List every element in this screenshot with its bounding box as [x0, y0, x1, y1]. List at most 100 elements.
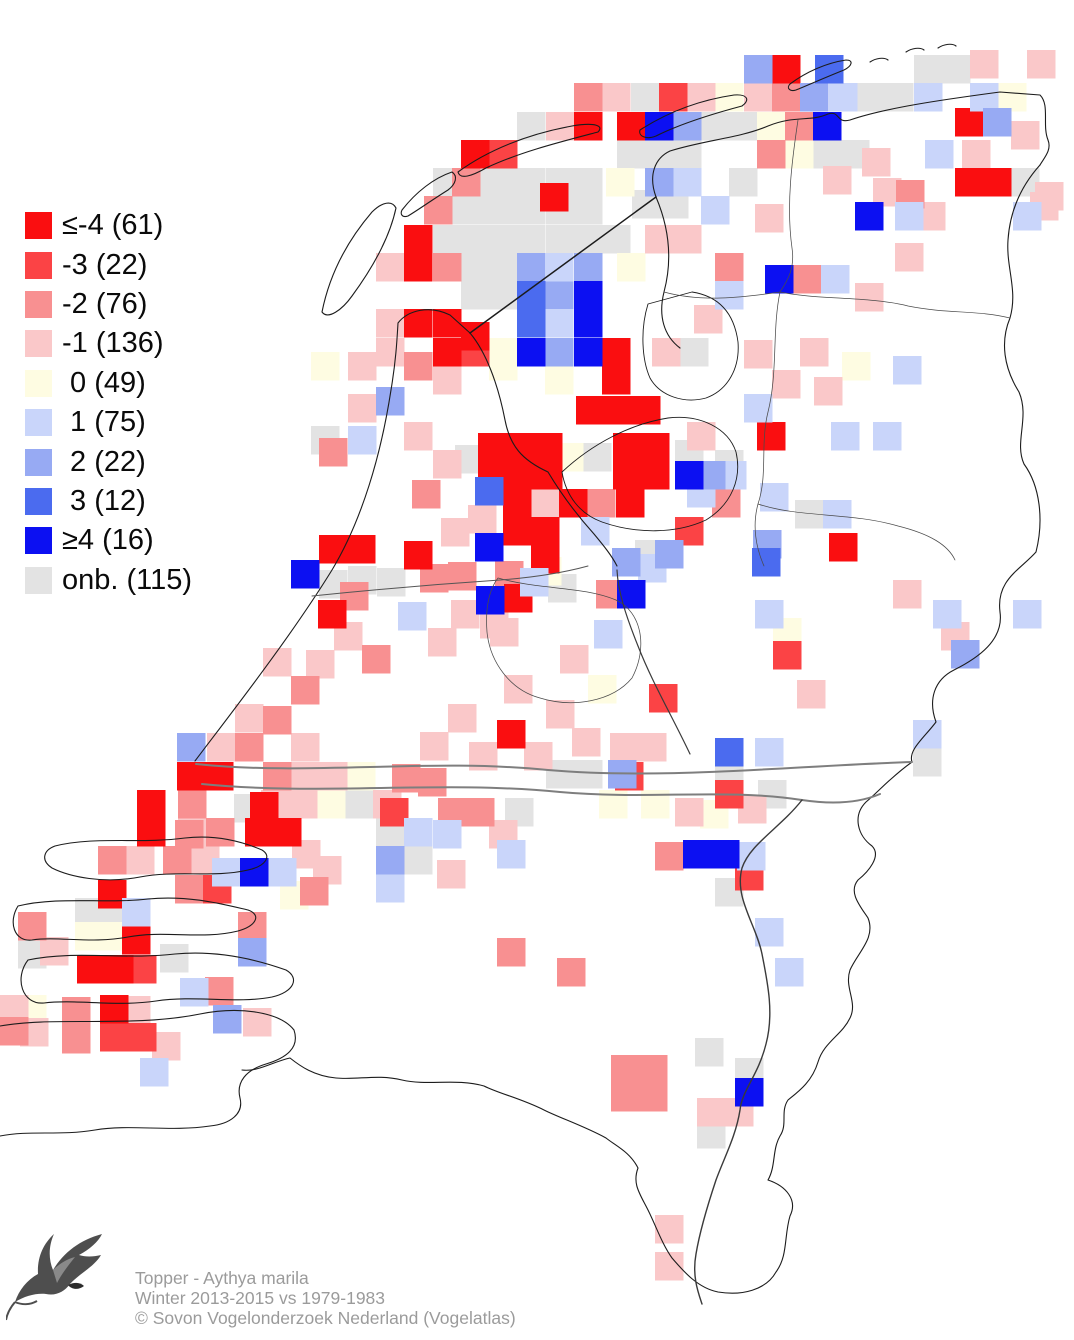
grid-cell	[675, 798, 704, 827]
grid-cell	[1013, 202, 1042, 231]
river-waal	[201, 783, 881, 804]
grid-cell	[517, 309, 546, 338]
grid-cell	[694, 305, 723, 334]
grid-cell	[404, 309, 433, 338]
grid-cell	[291, 560, 320, 589]
grid-cell	[545, 338, 574, 367]
grid-cell	[404, 225, 433, 254]
grid-cell	[775, 958, 804, 987]
map-caption: Topper - Aythya marila Winter 2013-2015 …	[135, 1268, 516, 1328]
grid-cell	[318, 600, 347, 629]
grid-cell	[617, 112, 646, 141]
grid-cell	[572, 728, 601, 757]
grid-cell	[291, 762, 320, 791]
grid-cell	[520, 568, 549, 597]
grid-cell	[517, 225, 546, 254]
grid-cell	[100, 995, 129, 1024]
grid-cell	[673, 225, 702, 254]
legend-label: -2 (76)	[62, 287, 148, 320]
grid-cell	[213, 1005, 242, 1034]
grid-cell	[823, 166, 852, 195]
grid-cell	[729, 168, 758, 197]
grid-cell	[560, 645, 589, 674]
grid-cell	[639, 1083, 668, 1112]
grid-cell	[489, 225, 518, 254]
grid-cell	[574, 253, 603, 282]
grid-cell	[404, 422, 433, 451]
legend-label: 0 (49)	[62, 366, 146, 399]
grid-cell	[797, 680, 826, 709]
grid-cell	[163, 846, 192, 875]
grid-cell	[398, 602, 427, 631]
grid-cell	[180, 978, 209, 1007]
grid-cell	[680, 338, 709, 367]
flevoland-outline	[561, 416, 739, 532]
legend-item: -1 (136)	[25, 324, 192, 363]
caption-copyright: © Sovon Vogelonderzoek Nederland (Vogela…	[135, 1308, 516, 1328]
islets-rottum	[869, 43, 957, 63]
grid-cell	[506, 461, 535, 490]
grid-cell	[855, 202, 884, 231]
grid-cell	[970, 50, 999, 79]
grid-cell	[744, 55, 773, 84]
grid-cell	[489, 140, 518, 169]
river-ijssel	[616, 569, 691, 755]
grid-cell	[1027, 50, 1056, 79]
grid-cell	[448, 704, 477, 733]
grid-cell	[433, 338, 462, 367]
grid-cell	[983, 108, 1012, 137]
grid-cell	[613, 433, 642, 462]
grid-cell	[574, 281, 603, 310]
grid-cell	[347, 535, 376, 564]
caption-species: Topper - Aythya marila	[135, 1268, 309, 1288]
grid-cell	[531, 517, 560, 546]
grid-cell	[238, 912, 267, 941]
grid-cell	[160, 944, 189, 973]
grid-cell	[617, 580, 646, 609]
grid-cell	[895, 202, 924, 231]
grid-cell	[983, 168, 1012, 197]
grid-cell	[815, 55, 844, 84]
grid-cell	[273, 818, 302, 847]
grid-cell	[412, 480, 441, 509]
grid-cell	[998, 83, 1027, 112]
grid-cell	[205, 977, 234, 1006]
grid-cell	[641, 433, 670, 462]
grid-cell	[122, 926, 151, 955]
grid-cell	[235, 733, 264, 762]
grid-cell	[545, 281, 574, 310]
grid-cell	[122, 898, 151, 927]
grid-cell	[914, 83, 943, 112]
coast-north	[652, 91, 1050, 198]
grid-cell	[744, 83, 773, 112]
legend-item: 0 (49)	[25, 364, 192, 403]
grid-cell	[461, 281, 490, 310]
caption-period: Winter 2013-2015 vs 1979-1983	[135, 1288, 386, 1308]
grid-cell	[962, 140, 991, 169]
grid-cell	[235, 704, 264, 733]
legend-swatch	[25, 566, 52, 594]
grid-cell	[376, 309, 405, 338]
grid-cell	[263, 762, 292, 791]
province-borders	[486, 119, 1011, 703]
grid-cell	[855, 283, 884, 312]
grid-cell	[448, 562, 477, 591]
legend-swatch	[25, 251, 52, 279]
legend-item: -3 (22)	[25, 245, 192, 284]
grid-cell	[893, 580, 922, 609]
grid-cell	[291, 676, 320, 705]
grid-cell	[306, 650, 335, 679]
grid-cell	[100, 1023, 129, 1052]
grid-cell	[800, 83, 829, 112]
grid-cell	[245, 818, 274, 847]
grid-cell	[207, 733, 236, 762]
grid-cell	[645, 140, 674, 169]
legend-swatch	[25, 369, 52, 397]
grid-cell	[752, 548, 781, 577]
legend-item: 2 (22)	[25, 442, 192, 481]
grid-cell	[98, 846, 127, 875]
grid-cell	[489, 168, 518, 197]
grid-cell	[128, 1023, 157, 1052]
grid-cell	[800, 338, 829, 367]
